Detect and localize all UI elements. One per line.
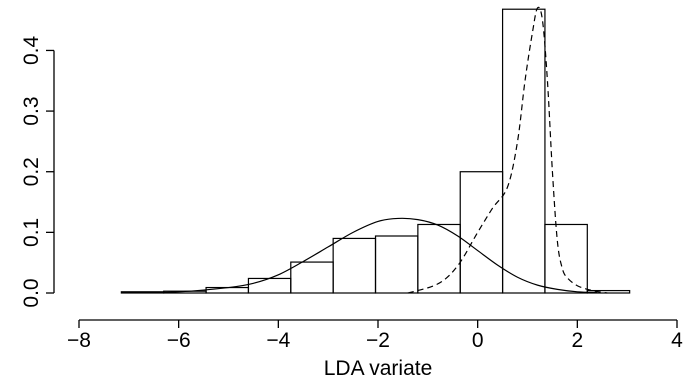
histogram-bar-3 <box>247 277 292 294</box>
solid-density-curve <box>128 217 598 293</box>
x-tick-label: 0 <box>472 329 484 352</box>
histogram-bar-6 <box>374 235 419 294</box>
histogram-bar-8 <box>459 171 504 294</box>
y-axis: 0.0 0.1 0.2 0.3 0.4 <box>20 36 55 308</box>
y-tick-label: 0.2 <box>20 157 43 186</box>
histogram-bar-5 <box>332 237 377 294</box>
histogram-bars <box>120 8 631 294</box>
x-axis-label: LDA variate <box>324 357 433 380</box>
x-axis: −8 −6 −4 −2 0 2 4 <box>67 319 683 352</box>
density-curves <box>128 6 608 294</box>
x-tick-label: 4 <box>671 329 683 352</box>
x-tick-label: −2 <box>366 329 390 352</box>
x-tick-label: −6 <box>167 329 191 352</box>
y-tick-label: 0.1 <box>20 218 43 247</box>
x-tick-label: 2 <box>571 329 583 352</box>
y-tick-label: 0.4 <box>20 36 43 66</box>
histogram-bar-9 <box>501 8 546 294</box>
histogram-bar-2 <box>205 286 250 294</box>
histogram-bar-10 <box>544 223 588 294</box>
y-tick-label: 0.0 <box>20 278 43 307</box>
x-tick-label: −4 <box>266 329 290 352</box>
histogram-bar-4 <box>290 261 334 294</box>
y-tick-label: 0.3 <box>20 96 43 125</box>
dashed-density-curve <box>407 6 608 294</box>
x-tick-label: −8 <box>67 329 91 352</box>
